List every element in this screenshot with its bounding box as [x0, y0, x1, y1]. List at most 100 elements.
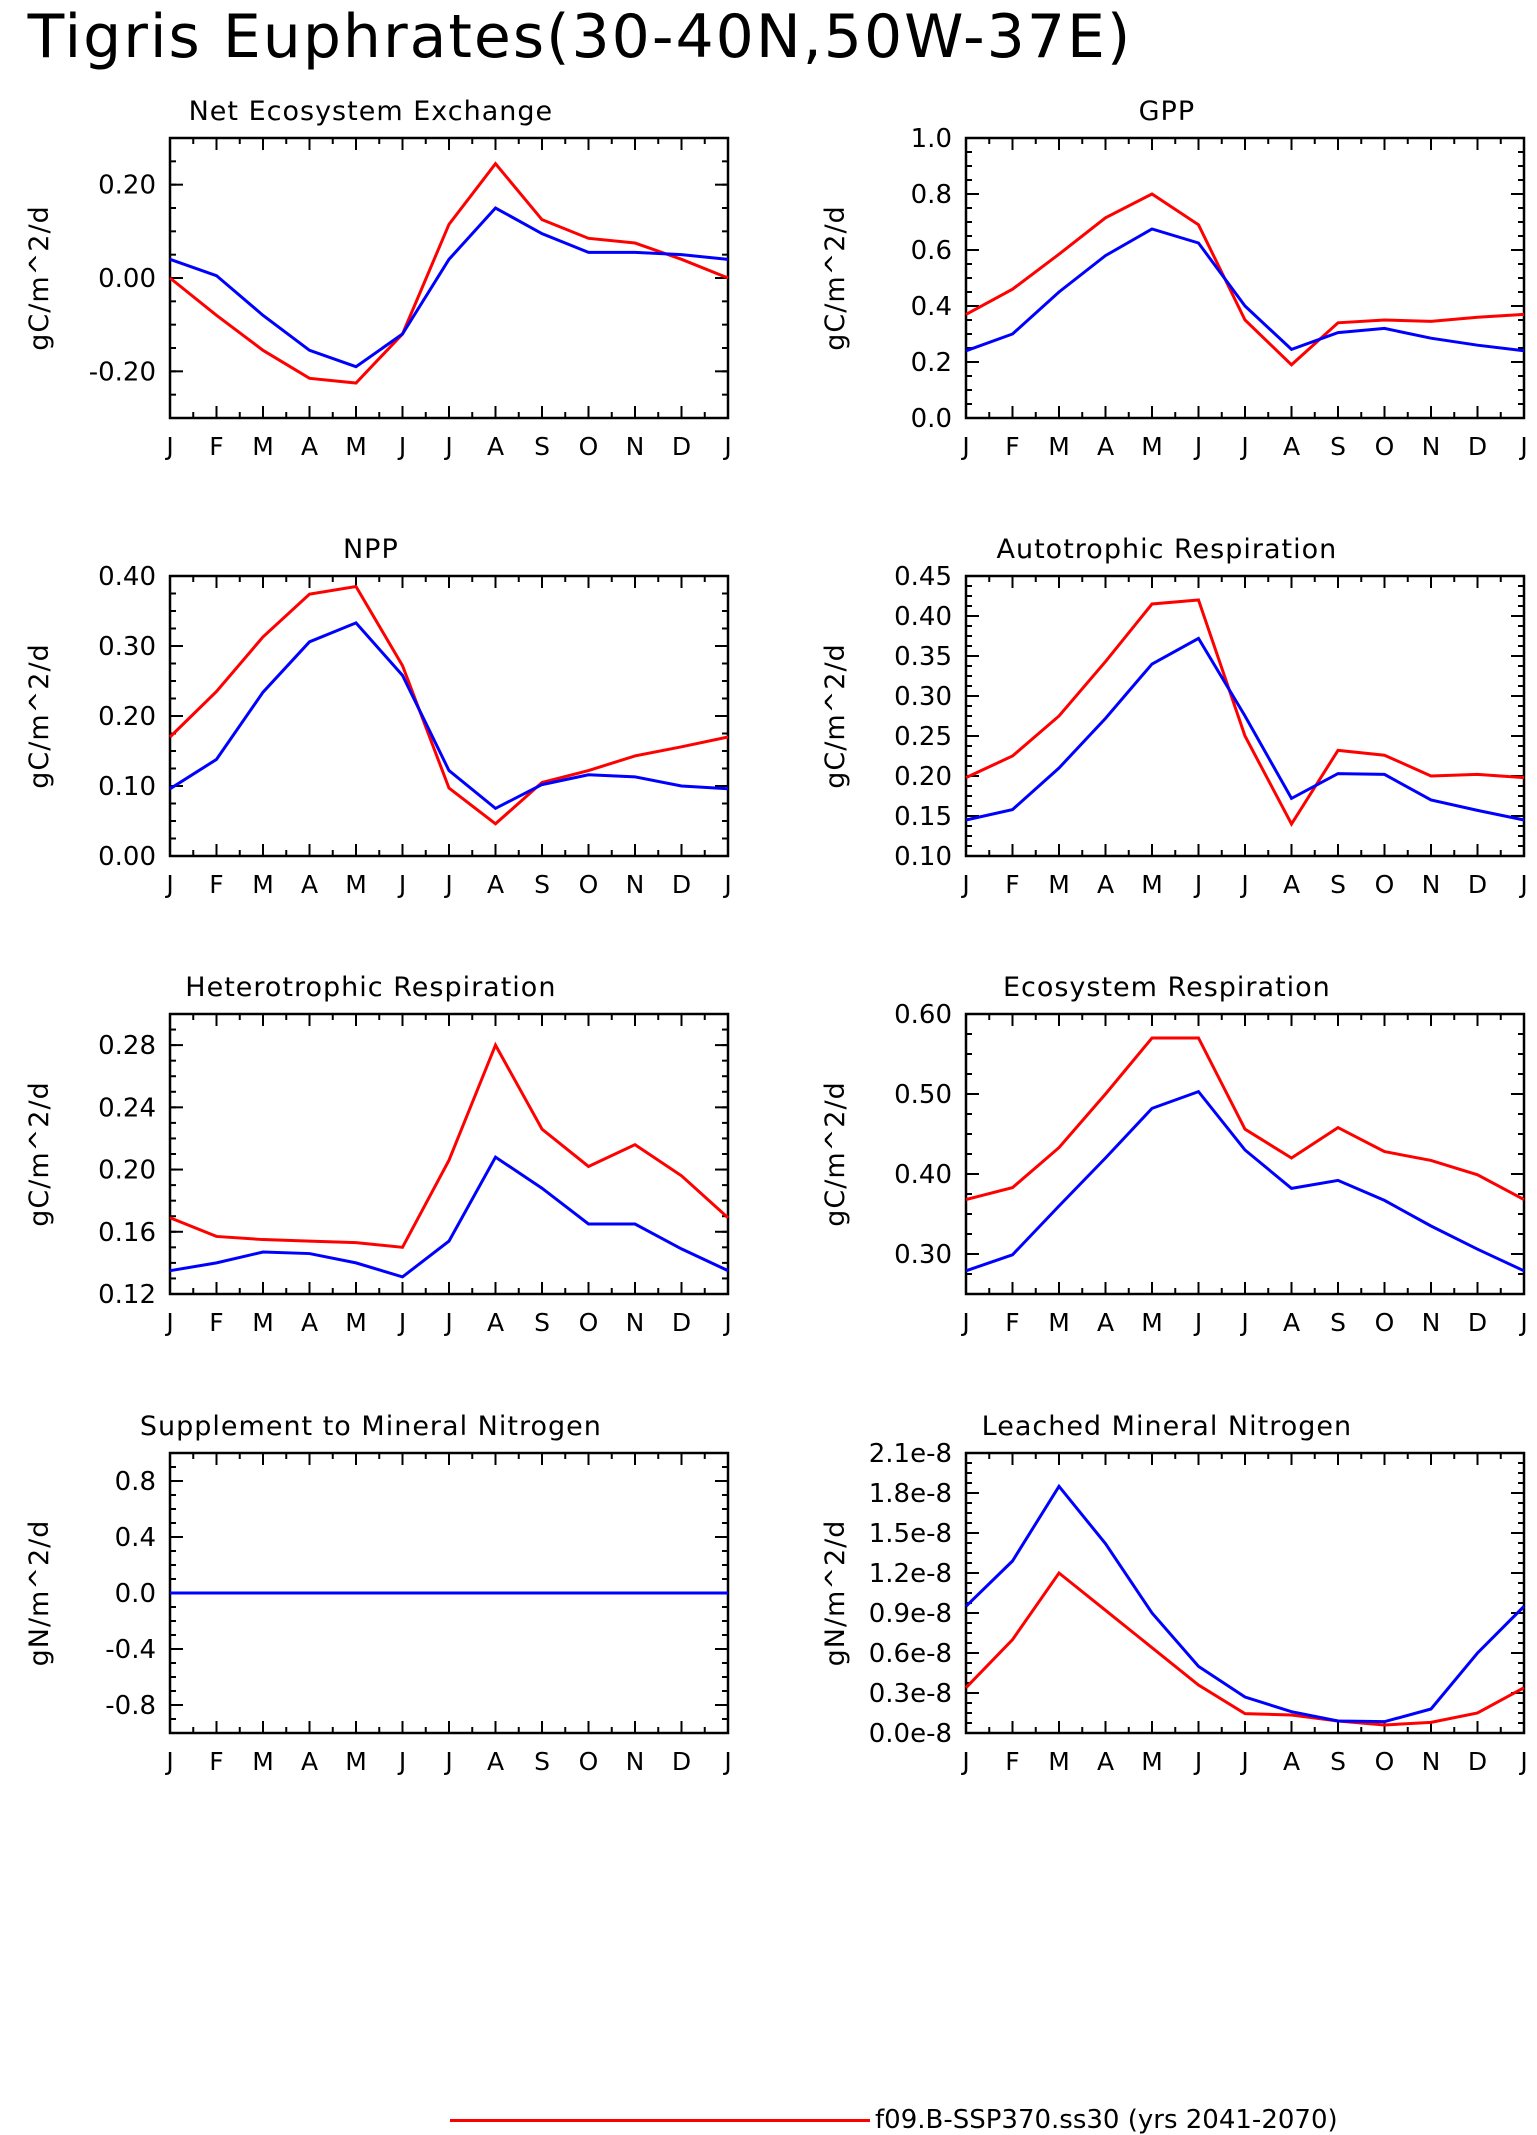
x-tick-label: J: [960, 1747, 969, 1776]
x-tick-label: A: [301, 432, 318, 461]
x-tick-label: A: [1097, 432, 1114, 461]
x-tick-label: J: [1518, 1308, 1527, 1337]
x-tick-label: A: [487, 1747, 504, 1776]
x-tick-label: M: [252, 870, 274, 899]
x-tick-label: S: [1330, 432, 1346, 461]
x-tick-label: J: [722, 1747, 731, 1776]
x-tick-label: J: [722, 870, 731, 899]
x-tick-label: J: [397, 1747, 406, 1776]
series-line-red: [169, 161, 729, 385]
x-tick-label: J: [1193, 432, 1202, 461]
panel-title: Supplement to Mineral Nitrogen: [140, 1411, 602, 1442]
x-tick-label: O: [1375, 1747, 1395, 1776]
x-tick-label: J: [1518, 432, 1527, 461]
x-tick-label: J: [960, 1308, 969, 1337]
y-tick-label: 0.24: [98, 1093, 156, 1123]
x-tick-label: M: [1048, 870, 1070, 899]
x-tick-label: A: [1283, 1308, 1300, 1337]
plot-area: J F M A M J J A S O N D J0.100.150.200.250.300.350.4…: [820, 534, 1528, 899]
y-tick-label: 0.50: [894, 1080, 952, 1110]
x-tick-label: J: [443, 1308, 452, 1337]
y-tick-label: 0.00: [98, 264, 156, 294]
plot-area: J F M A M J J A S O N D J0.00.20.40.60.81.0GPPgC/m^2…: [820, 96, 1528, 461]
x-tick-label: M: [345, 1308, 367, 1337]
x-tick-label: J: [1239, 1308, 1248, 1337]
y-axis-label: gC/m^2/d: [24, 205, 55, 350]
y-tick-label: 0.00: [98, 842, 156, 872]
series-line-blue: [169, 621, 729, 811]
x-tick-label: N: [626, 1308, 645, 1337]
x-tick-label: O: [579, 1747, 599, 1776]
x-tick-label: S: [1330, 1747, 1346, 1776]
x-tick-label: S: [534, 870, 550, 899]
y-tick-label: 0.30: [894, 1240, 952, 1270]
x-tick-label: M: [252, 432, 274, 461]
x-tick-label: N: [1422, 870, 1441, 899]
y-tick-label: -0.8: [105, 1691, 156, 1721]
y-tick-label: 0.40: [894, 1160, 952, 1190]
y-tick-label: 0.2: [911, 348, 952, 378]
y-tick-label: 0.30: [894, 682, 952, 712]
plot-area: J F M A M J J A S O N D J0.0e-80.3e-80.6e-80.9e-81.2…: [820, 1411, 1528, 1776]
x-tick-label: D: [1468, 870, 1487, 899]
y-tick-label: 0.10: [894, 842, 952, 872]
series-line-blue: [169, 1154, 729, 1279]
x-tick-label: A: [487, 1308, 504, 1337]
y-tick-label: 0.45: [894, 562, 952, 592]
panel-title: NPP: [343, 534, 399, 565]
series-line-red: [964, 1570, 1525, 1727]
series-line-red: [965, 598, 1525, 827]
x-tick-label: J: [443, 870, 452, 899]
legend-label: f09.B-SSP370.ss30 (yrs 2041-2070): [875, 2105, 1338, 2135]
x-tick-label: A: [487, 432, 504, 461]
x-tick-label: N: [1422, 1308, 1441, 1337]
x-tick-label: F: [209, 1747, 223, 1776]
x-tick-label: D: [1468, 1747, 1487, 1776]
x-tick-label: A: [1283, 870, 1300, 899]
y-tick-label: 0.28: [98, 1031, 156, 1061]
x-tick-label: A: [1097, 1308, 1114, 1337]
series-line-red: [965, 1036, 1525, 1202]
x-tick-label: D: [672, 1308, 691, 1337]
x-tick-label: J: [1193, 870, 1202, 899]
y-axis-label: gC/m^2/d: [820, 1081, 851, 1226]
x-tick-label: M: [1048, 1747, 1070, 1776]
panel-title: GPP: [1139, 96, 1196, 127]
y-tick-label: 1.5e-8: [869, 1519, 952, 1549]
y-tick-label: 0.0e-8: [869, 1719, 952, 1749]
y-tick-label: 0.12: [98, 1280, 156, 1310]
x-tick-label: A: [301, 870, 318, 899]
x-tick-label: F: [1005, 1747, 1019, 1776]
series-line-blue: [964, 1483, 1526, 1724]
y-tick-label: 0.4: [911, 292, 952, 322]
y-tick-label: 0.15: [894, 802, 952, 832]
x-tick-label: A: [1097, 870, 1114, 899]
y-tick-label: 0.40: [894, 602, 952, 632]
x-tick-label: A: [487, 870, 504, 899]
x-tick-label: A: [301, 1747, 318, 1776]
series-line-blue: [965, 227, 1525, 353]
x-tick-label: A: [301, 1308, 318, 1337]
x-tick-label: A: [1283, 432, 1300, 461]
x-tick-label: J: [960, 870, 969, 899]
plot-area: J F M A M J J A S O N D J0.120.160.200.240.28Heterot…: [24, 972, 732, 1337]
x-tick-label: J: [164, 1747, 173, 1776]
x-tick-label: O: [1375, 870, 1395, 899]
y-axis-label: gN/m^2/d: [820, 1520, 851, 1667]
y-tick-label: 0.30: [98, 632, 156, 662]
plot-frame: [964, 1451, 1526, 1735]
x-tick-label: J: [1518, 1747, 1527, 1776]
y-tick-label: 0.0: [911, 404, 952, 434]
x-tick-label: O: [1375, 432, 1395, 461]
y-tick-label: 0.20: [98, 702, 156, 732]
legend: f09.B-SSP370.ss30 (yrs 2041-2070): [450, 2105, 1450, 2135]
x-tick-label: O: [579, 432, 599, 461]
panel-title: Net Ecosystem Exchange: [189, 96, 554, 127]
